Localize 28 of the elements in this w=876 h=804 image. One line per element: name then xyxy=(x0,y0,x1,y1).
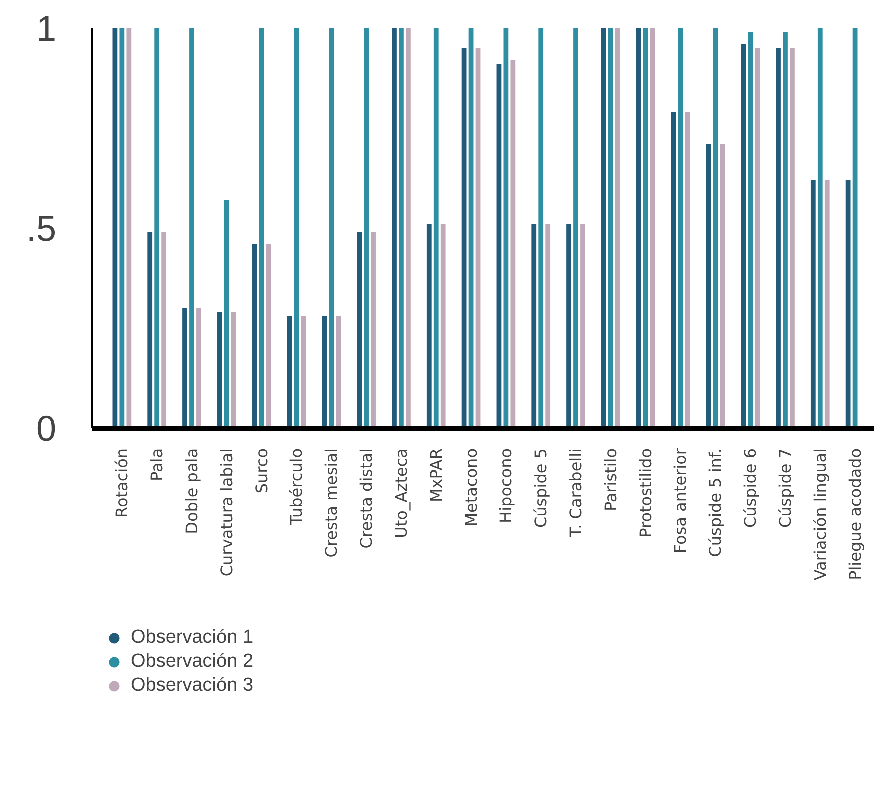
x-tick-label: Doble pala xyxy=(182,448,202,534)
x-tick-label: T. Carabelli xyxy=(566,448,586,538)
x-tick-label: Fosa anterior xyxy=(671,448,690,554)
x-tick-label: Cresta distal xyxy=(357,448,376,549)
x-tick-label: Pala xyxy=(148,448,167,482)
legend-label: Observación 3 xyxy=(131,675,254,697)
x-tick-label: Rotación xyxy=(112,448,132,518)
legend-label: Observación 2 xyxy=(131,651,254,673)
x-tick-label: Pliegue acodado xyxy=(846,448,865,580)
x-tick-label: Cúspide 5 xyxy=(532,448,551,528)
x-tick-label: Cúspide 5 inf. xyxy=(706,448,726,558)
y-tick-label: 0 xyxy=(36,408,57,449)
x-tick-label: Cúspide 6 xyxy=(741,448,760,528)
x-tick-label: Paristilo xyxy=(601,448,620,512)
x-tick-label: Protostilido xyxy=(636,448,656,538)
x-tick-label: Variación lingual xyxy=(810,448,830,581)
x-tick-label: Curvatura labial xyxy=(217,448,236,577)
y-tick-label: 1 xyxy=(36,8,57,49)
x-tick-label: Cúspide 7 xyxy=(776,448,795,528)
x-tick-label: Cresta mesial xyxy=(322,448,342,558)
x-tick-label: MxPAR xyxy=(426,448,446,502)
x-tick-label: Uto_Azteca xyxy=(392,448,411,538)
x-tick-label: Surco xyxy=(252,448,272,494)
y-tick-label: .5 xyxy=(26,208,57,249)
x-tick-label: Metacono xyxy=(462,448,481,527)
legend-label: Observación 1 xyxy=(131,627,254,649)
x-tick-label: Tubérculo xyxy=(287,448,306,526)
x-tick-label: Hipocono xyxy=(496,448,516,524)
